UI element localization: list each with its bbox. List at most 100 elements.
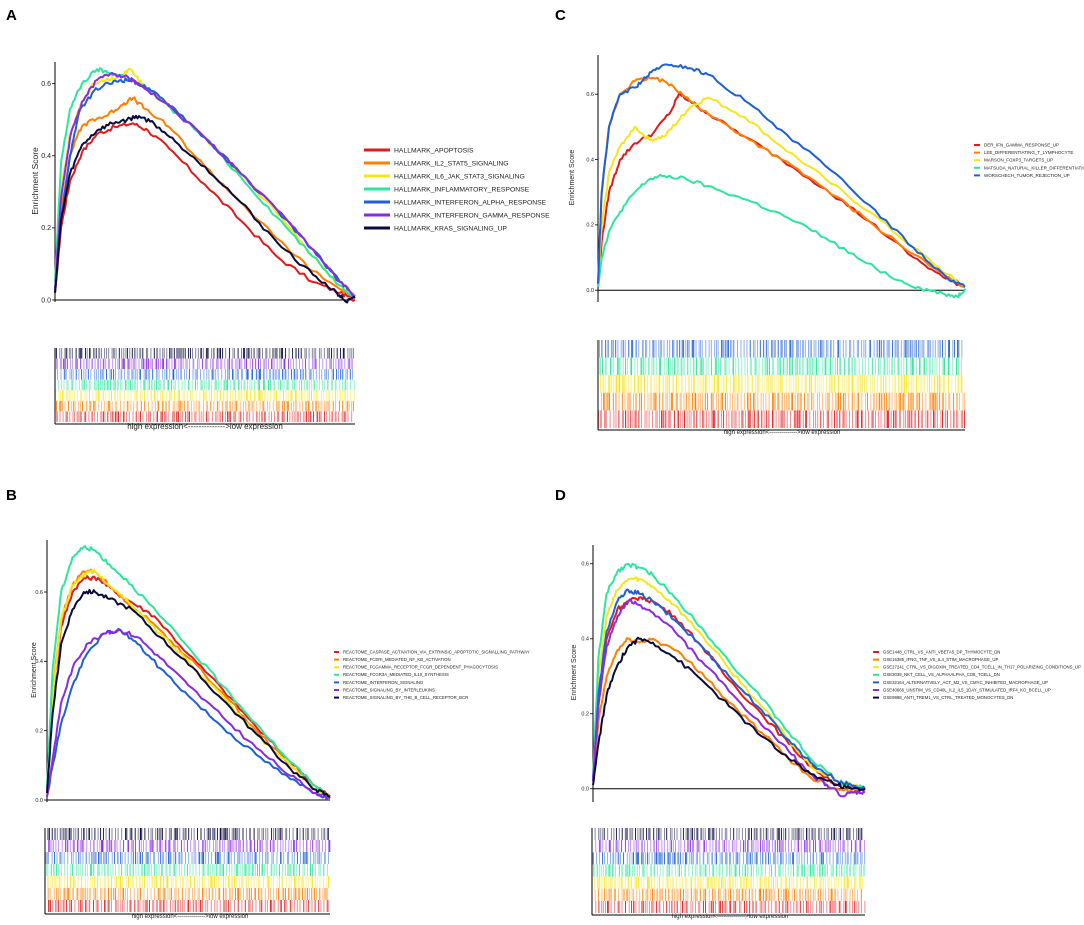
es-curve <box>54 114 356 304</box>
es-curve <box>46 568 331 798</box>
barcode-row <box>47 828 329 840</box>
es-curve <box>592 636 866 792</box>
barcode-row <box>599 357 963 376</box>
es-curve <box>54 67 356 298</box>
es-curve <box>597 96 966 288</box>
es-curve <box>54 67 356 298</box>
panel-letter: A <box>6 7 17 24</box>
y-tick-label: 0.4 <box>41 153 51 160</box>
barcode-row <box>600 392 966 411</box>
x-axis-label: high expression<-------------->low expre… <box>127 422 283 431</box>
legend-label: REACTOME_FCGR3A_MEDIATED_IL10_SYNTHESIS <box>343 672 449 677</box>
es-curve <box>597 93 966 288</box>
legend-label: GSE40666_UNSTIM_VS_CD40L_IL2_IL5_1DAY_ST… <box>883 687 1051 692</box>
barcode-row <box>57 369 354 380</box>
y-tick-label: 0.4 <box>35 659 43 665</box>
es-curve <box>597 173 966 299</box>
es-curve <box>592 595 866 792</box>
es-curve <box>54 96 356 297</box>
legend-label: GSE27241_CTRL_VS_DIGOXIN_TREATED_CD4_TCE… <box>883 665 1081 670</box>
barcode-row <box>594 888 862 901</box>
legend-label: HALLMARK_IL2_STAT5_SIGNALING <box>394 160 509 167</box>
y-tick-label: 0.6 <box>581 562 589 568</box>
y-axis-label: Enrichment Score <box>31 642 38 698</box>
es-curve <box>46 588 331 798</box>
es-curve <box>46 545 331 799</box>
legend-label: GSE1448_CTRL_VS_ANTI_VBETA5_DP_THYMOCYTE… <box>883 649 1000 654</box>
legend-label: HALLMARK_KRAS_SIGNALING_UP <box>394 225 507 232</box>
barcode-row <box>595 840 865 853</box>
legend-label: HALLMARK_INFLAMMATORY_RESPONSE <box>394 186 530 193</box>
legend-label: REACTOME_FCERI_MEDIATED_NF_KB_ACTIVATION <box>343 657 451 662</box>
y-tick-label: 0.2 <box>581 712 589 718</box>
panel-letter: C <box>555 7 566 24</box>
barcode-row <box>594 828 863 841</box>
barcode-row <box>599 340 963 358</box>
legend-label: HALLMARK_INTERFERON_GAMMA_RESPONSE <box>394 212 550 219</box>
y-tick-label: 0.6 <box>35 590 43 596</box>
es-curve <box>46 628 331 800</box>
barcode-row <box>55 348 355 359</box>
y-axis-label: Enrichment Score <box>30 147 40 215</box>
x-axis-label: high expression<-------------->low expre… <box>724 430 841 436</box>
legend-label: GSE3039_NKT_CELL_VS_ALPHAALPHA_CD8_TCELL… <box>883 672 1000 677</box>
barcode-row <box>594 876 864 889</box>
y-axis-label: Enrichment Score <box>569 150 576 206</box>
barcode-row <box>48 840 331 852</box>
barcode-row <box>48 900 330 912</box>
legend-label: GSE9988_ANTI_TREM1_VS_CTRL_TREATED_MONOC… <box>883 695 1013 700</box>
y-tick-label: 0.2 <box>41 225 51 232</box>
legend-label: REACTOME_SIGNALING_BY_THE_B_CELL_RECEPTO… <box>343 695 468 700</box>
barcode-row <box>56 411 353 422</box>
barcode-row <box>600 375 963 393</box>
y-tick-label: 0.0 <box>586 288 594 294</box>
barcode-row <box>598 410 965 428</box>
legend-label: WORSCHECH_TUMOR_REJECTION_UP <box>984 173 1070 178</box>
barcode-row <box>595 900 866 913</box>
barcode-row <box>593 864 865 877</box>
panel-letter: B <box>6 487 17 504</box>
barcode-row <box>55 400 354 412</box>
es-curve <box>592 599 866 798</box>
y-tick-label: 0.4 <box>581 637 589 643</box>
legend-label: MATSUDA_NATURAL_KILLER_DIFFERENTIATION <box>984 165 1084 170</box>
barcode-row <box>47 888 328 900</box>
es-curve <box>592 562 866 791</box>
legend-label: HALLMARK_IL6_JAK_STAT3_SIGNALING <box>394 173 525 180</box>
y-tick-label: 0.0 <box>41 297 51 304</box>
barcode-row <box>55 390 355 401</box>
legend-label: REACTOME_SIGNALING_BY_INTERLEUKINS <box>343 687 435 692</box>
legend-label: GSE16385_IFNG_TNF_VS_IL4_STIM_MACROPHAGE… <box>883 657 998 662</box>
es-curve <box>54 71 356 298</box>
es-curve <box>597 63 966 288</box>
panel-B: B 0.0 0.2 0.4 0.6 Enrichment Score REACTOME_CA… <box>6 487 530 920</box>
legend-label: LEE_DIFFERENTIATING_T_LYMPHOCYTE <box>984 150 1073 155</box>
barcode-row <box>592 852 866 865</box>
barcode-row <box>46 876 329 888</box>
y-tick-label: 0.2 <box>586 223 594 229</box>
es-curve <box>592 576 866 790</box>
y-tick-label: 0.6 <box>586 92 594 98</box>
barcode-row <box>57 379 355 391</box>
y-tick-label: 0.6 <box>41 81 51 88</box>
legend-label: REACTOME_FCGAMMA_RECEPTOR_FCGR_DEPENDENT… <box>343 665 498 670</box>
legend-label: HALLMARK_INTERFERON_ALPHA_RESPONSE <box>394 199 547 206</box>
legend-label: REACTOME_CASPASE_ACTIVATION_VIA_EXTRINSI… <box>343 649 530 654</box>
barcode-row <box>46 864 328 876</box>
es-curve <box>54 77 356 298</box>
legend-label: REACTOME_INTERFERON_SIGNALING <box>343 680 424 685</box>
x-axis-label: high expression<-------------->low expre… <box>132 914 249 920</box>
y-tick-label: 0.0 <box>35 798 43 804</box>
legend-label: GSE32164_ALTERNATIVELY_ACT_M2_VS_CMYC_IN… <box>883 680 1048 685</box>
panel-letter: D <box>555 487 566 504</box>
y-axis-label: Enrichment Score <box>571 645 578 701</box>
legend-label: MARSON_FOXP3_TARGETS_UP <box>984 158 1053 163</box>
y-tick-label: 0.4 <box>586 157 594 163</box>
x-axis-label: high expression<-------------->low expre… <box>672 914 789 920</box>
legend-label: HALLMARK_APOPTOSIS <box>394 147 474 154</box>
panel-D: D 0.0 0.2 0.4 0.6 Enrichment Score GSE1448_CTR… <box>555 487 1081 920</box>
es-curve <box>592 588 866 790</box>
es-curve <box>54 122 356 302</box>
barcode-row <box>45 852 329 864</box>
